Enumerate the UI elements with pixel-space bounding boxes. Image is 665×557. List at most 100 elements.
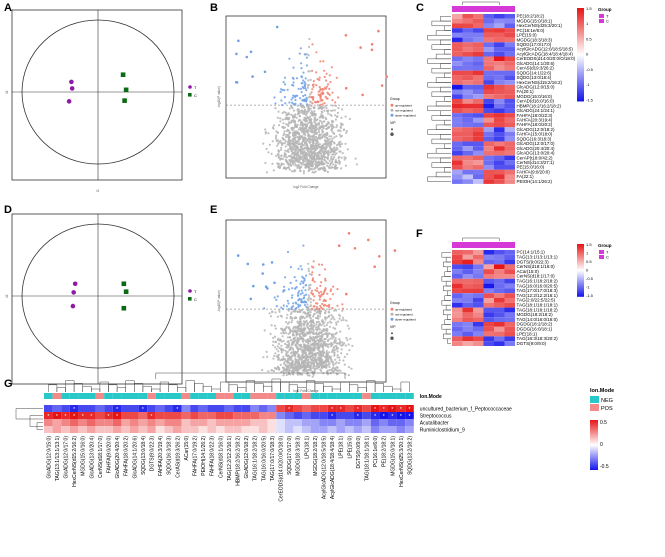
volcano-point xyxy=(292,155,295,158)
volcano-point xyxy=(331,99,334,102)
volcano-point xyxy=(335,323,338,326)
heatmap-cell xyxy=(504,136,515,142)
color-scale-tick: 0.5 xyxy=(586,259,592,264)
volcano-point xyxy=(307,365,310,368)
heatmap-cell xyxy=(494,47,505,52)
volcano-point xyxy=(337,159,341,162)
heatmap-row-label: DGDG(18:2/18:2) xyxy=(517,322,553,327)
heatmap-cell xyxy=(452,122,463,128)
heatmap-cell xyxy=(504,264,515,270)
volcano-point xyxy=(298,358,301,361)
volcano-point xyxy=(312,85,315,88)
lipid-column-label: GlcADG(12:0/18:2) xyxy=(244,436,250,479)
volcano-point xyxy=(300,75,303,78)
heatmap-cell xyxy=(494,341,505,346)
heatmap-cell xyxy=(473,312,484,318)
heatmap-cell xyxy=(504,250,515,255)
dendrogram-branch xyxy=(441,276,451,282)
volcano-point xyxy=(314,126,317,129)
volcano-point xyxy=(305,103,309,106)
volcano-point xyxy=(297,136,300,139)
heatmap-cell xyxy=(473,75,484,81)
volcano-point xyxy=(323,162,326,165)
volcano-point xyxy=(323,139,327,142)
volcano-point xyxy=(300,346,303,349)
volcano-point xyxy=(289,346,292,349)
volcano-point xyxy=(290,329,293,332)
heatmap-cell xyxy=(494,155,505,161)
correlation-cell xyxy=(52,405,62,412)
dendrogram-branch xyxy=(440,16,451,22)
volcano-point xyxy=(291,115,294,118)
heatmap-cell xyxy=(483,122,494,128)
volcano-point xyxy=(309,301,312,304)
heatmap-row-label: GlcADG(13:0/20:4) xyxy=(517,151,556,156)
heatmap-cell xyxy=(452,42,463,48)
volcano-point xyxy=(323,86,327,89)
heatmap-cell xyxy=(483,302,494,308)
volcano-point xyxy=(316,316,319,319)
volcano-point xyxy=(323,69,326,72)
dendrogram-branch xyxy=(444,49,451,55)
volcano-plot-e: log2 Fold Change-log10(P value) Groupup-r… xyxy=(217,219,416,393)
g-dendrogram-branch xyxy=(91,388,101,392)
heatmap-cell xyxy=(483,80,494,85)
volcano-point xyxy=(274,327,277,330)
volcano-point xyxy=(288,136,291,139)
volcano-point xyxy=(284,327,287,330)
volcano-point xyxy=(328,93,331,96)
volcano-point xyxy=(327,121,330,124)
heatmap-cell xyxy=(494,326,505,332)
volcano-point xyxy=(315,326,318,329)
lipid-column-label: MGDG(15:0/16:0) xyxy=(81,436,87,476)
heatmap-cell xyxy=(483,146,494,151)
volcano-point xyxy=(323,148,326,151)
heatmap-cell xyxy=(473,84,484,90)
volcano-point xyxy=(318,309,321,312)
volcano-point xyxy=(313,295,316,298)
volcano-point xyxy=(314,131,317,134)
ion-mode-cell xyxy=(250,393,259,399)
volcano-point xyxy=(338,317,341,320)
volcano-point xyxy=(324,156,327,159)
lipid-column-label: SQDG(16:3/18:3) xyxy=(167,436,173,475)
g-dendrogram-branch xyxy=(400,381,410,392)
pca-legend-c-marker xyxy=(188,297,192,301)
heatmap-cell xyxy=(483,75,494,81)
volcano-point xyxy=(274,335,277,338)
volcano-point xyxy=(274,107,277,110)
correlation-cell xyxy=(250,426,259,433)
pca-point-t-0 xyxy=(69,79,74,85)
correlation-cell xyxy=(267,426,277,433)
volcano-point xyxy=(275,355,278,358)
volcano-point xyxy=(319,304,322,308)
heatmap-cell xyxy=(462,47,473,52)
volcano-point xyxy=(335,321,338,324)
heatmap-cell xyxy=(504,278,515,284)
heatmap-cell xyxy=(504,122,515,128)
volcano-point xyxy=(283,152,286,155)
heatmap-cell xyxy=(452,336,463,342)
heatmap-cell xyxy=(452,179,463,184)
volcano-point xyxy=(296,294,300,297)
volcano-point xyxy=(346,148,349,151)
heatmap-cell xyxy=(462,250,473,255)
volcano-point xyxy=(326,170,329,174)
heatmap-cell xyxy=(504,84,515,90)
volcano-point xyxy=(320,293,323,296)
volcano-point xyxy=(296,157,299,160)
dendrogram-branch xyxy=(440,157,451,163)
volcano-point xyxy=(279,314,282,317)
volcano-point xyxy=(273,324,276,327)
pca-point-c-4 xyxy=(123,289,129,294)
volcano-point xyxy=(334,327,337,330)
heatmap-cell xyxy=(494,136,505,142)
ion-mode-cell xyxy=(284,393,294,399)
dendrogram-branch xyxy=(443,309,451,316)
pca-point-c-4 xyxy=(123,87,129,93)
volcano-point xyxy=(348,349,351,352)
volcano-point xyxy=(330,288,333,291)
heatmap-cell xyxy=(462,150,473,156)
heatmap-row-label: SQDG(16:3/18:3) xyxy=(517,136,552,141)
heatmap-cell xyxy=(483,150,494,156)
